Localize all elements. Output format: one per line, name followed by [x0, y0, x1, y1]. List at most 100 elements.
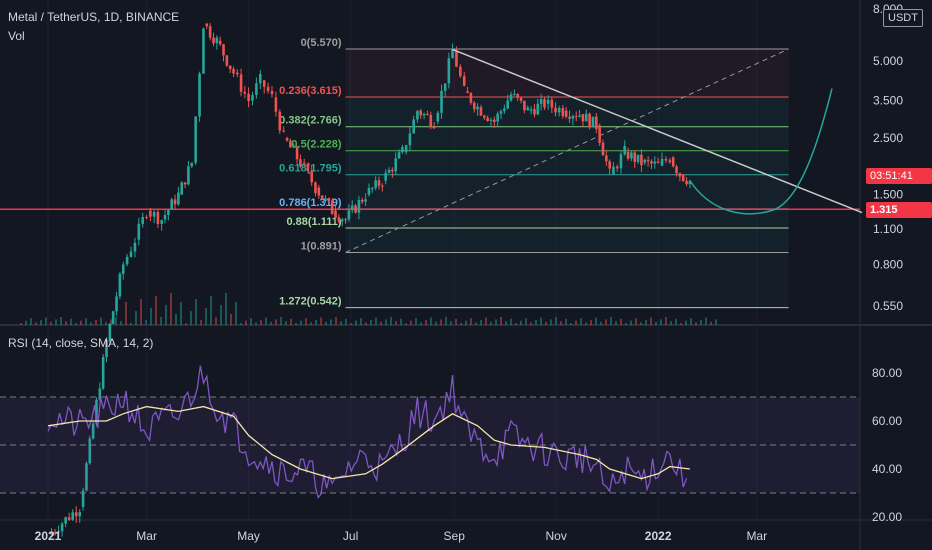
- volume-bar: [410, 320, 412, 325]
- fib-level-label: 0.5(2.228): [291, 139, 341, 151]
- candle-body: [71, 512, 75, 520]
- candle-body: [601, 142, 605, 156]
- currency-button[interactable]: USDT: [883, 9, 923, 27]
- candle-body: [317, 187, 321, 196]
- candle-body: [482, 115, 486, 118]
- fib-level-label: 1.272(0.542): [279, 296, 342, 308]
- volume-bar: [45, 317, 47, 325]
- volume-bar: [450, 321, 452, 325]
- candle-body: [685, 180, 688, 185]
- volume-bar: [425, 320, 427, 325]
- volume-bar: [550, 319, 552, 325]
- candle-body: [479, 107, 483, 116]
- volume-bar: [330, 319, 332, 325]
- candle-body: [571, 116, 575, 119]
- candle-body: [523, 100, 526, 111]
- candle-body: [506, 100, 510, 109]
- candle-body: [650, 161, 653, 164]
- candle-body: [278, 111, 282, 131]
- volume-bar: [360, 318, 362, 325]
- candle-body: [53, 531, 57, 533]
- volume-bar: [175, 314, 177, 325]
- candle-body: [57, 531, 60, 533]
- volume-bar: [540, 317, 542, 325]
- volume-bar: [415, 318, 417, 325]
- volume-bar: [645, 320, 647, 325]
- candle-body: [526, 107, 530, 111]
- candle-body: [282, 130, 286, 132]
- candle-body: [236, 72, 239, 75]
- candle-body: [141, 216, 145, 224]
- candle-body: [664, 159, 668, 161]
- candle-body: [243, 91, 247, 94]
- candle-body: [232, 68, 235, 74]
- candle-body: [550, 99, 554, 108]
- volume-bar: [605, 319, 607, 325]
- volume-bar: [630, 320, 632, 325]
- rsi-axis-tick: 60.00: [872, 414, 902, 428]
- candle-body: [129, 251, 133, 257]
- candle-body: [310, 170, 314, 183]
- candle-body: [539, 99, 543, 104]
- volume-bar: [395, 321, 397, 325]
- rsi-indicator-label: RSI (14, close, SMA, 14, 2): [8, 336, 154, 350]
- volume-bar: [280, 317, 282, 325]
- candle-body: [408, 133, 412, 146]
- volume-bar: [435, 321, 437, 325]
- candle-body: [546, 99, 550, 104]
- fib-anchor-line: [345, 48, 789, 253]
- candle-body: [404, 145, 408, 153]
- volume-bar: [75, 323, 77, 325]
- volume-bar: [660, 319, 662, 325]
- candle-body: [125, 256, 129, 265]
- candle-body: [678, 173, 682, 177]
- candle-body: [60, 523, 64, 532]
- candle-body: [370, 187, 374, 189]
- volume-bar: [530, 322, 532, 325]
- candle-body: [95, 399, 98, 424]
- volume-bar: [65, 321, 67, 325]
- volume-bar: [455, 318, 457, 325]
- candle-body: [160, 220, 163, 224]
- candle-body: [289, 140, 292, 148]
- volume-bar: [655, 321, 657, 325]
- volume-bar: [300, 320, 302, 325]
- volume-bar: [55, 319, 57, 325]
- volume-bar: [705, 317, 707, 325]
- candle-body: [384, 172, 387, 181]
- volume-bar: [390, 317, 392, 325]
- volume-bar: [145, 320, 147, 325]
- candle-body: [81, 490, 85, 507]
- volume-bar: [270, 321, 272, 325]
- candle-body: [688, 180, 692, 185]
- candle-body: [561, 107, 565, 117]
- volume-bar: [380, 321, 382, 325]
- candle-body: [137, 223, 141, 240]
- volume-bar: [490, 321, 492, 325]
- volume-bar: [220, 305, 222, 325]
- volume-bar: [275, 319, 277, 325]
- candle-body: [605, 155, 608, 162]
- countdown-badge: 03:51:41: [866, 168, 932, 184]
- candle-body: [419, 110, 423, 116]
- candle-body: [167, 209, 170, 216]
- volume-bar: [135, 311, 137, 325]
- volume-bar: [230, 314, 232, 325]
- candle-body: [387, 169, 391, 173]
- price-axis-tick: 5.000: [873, 54, 903, 68]
- candle-body: [489, 119, 493, 122]
- candle-body: [344, 219, 347, 221]
- volume-bar: [120, 321, 122, 325]
- candle-body: [163, 215, 167, 220]
- candle-body: [554, 107, 557, 113]
- candle-body: [285, 137, 289, 141]
- candle-body: [416, 111, 419, 120]
- candle-body: [320, 195, 324, 199]
- volume-bar: [580, 318, 582, 325]
- volume-bar: [265, 317, 267, 325]
- candle-body: [367, 188, 371, 195]
- price-axis-tick: 3.500: [873, 94, 903, 108]
- candle-body: [152, 211, 156, 217]
- candle-body: [266, 86, 270, 92]
